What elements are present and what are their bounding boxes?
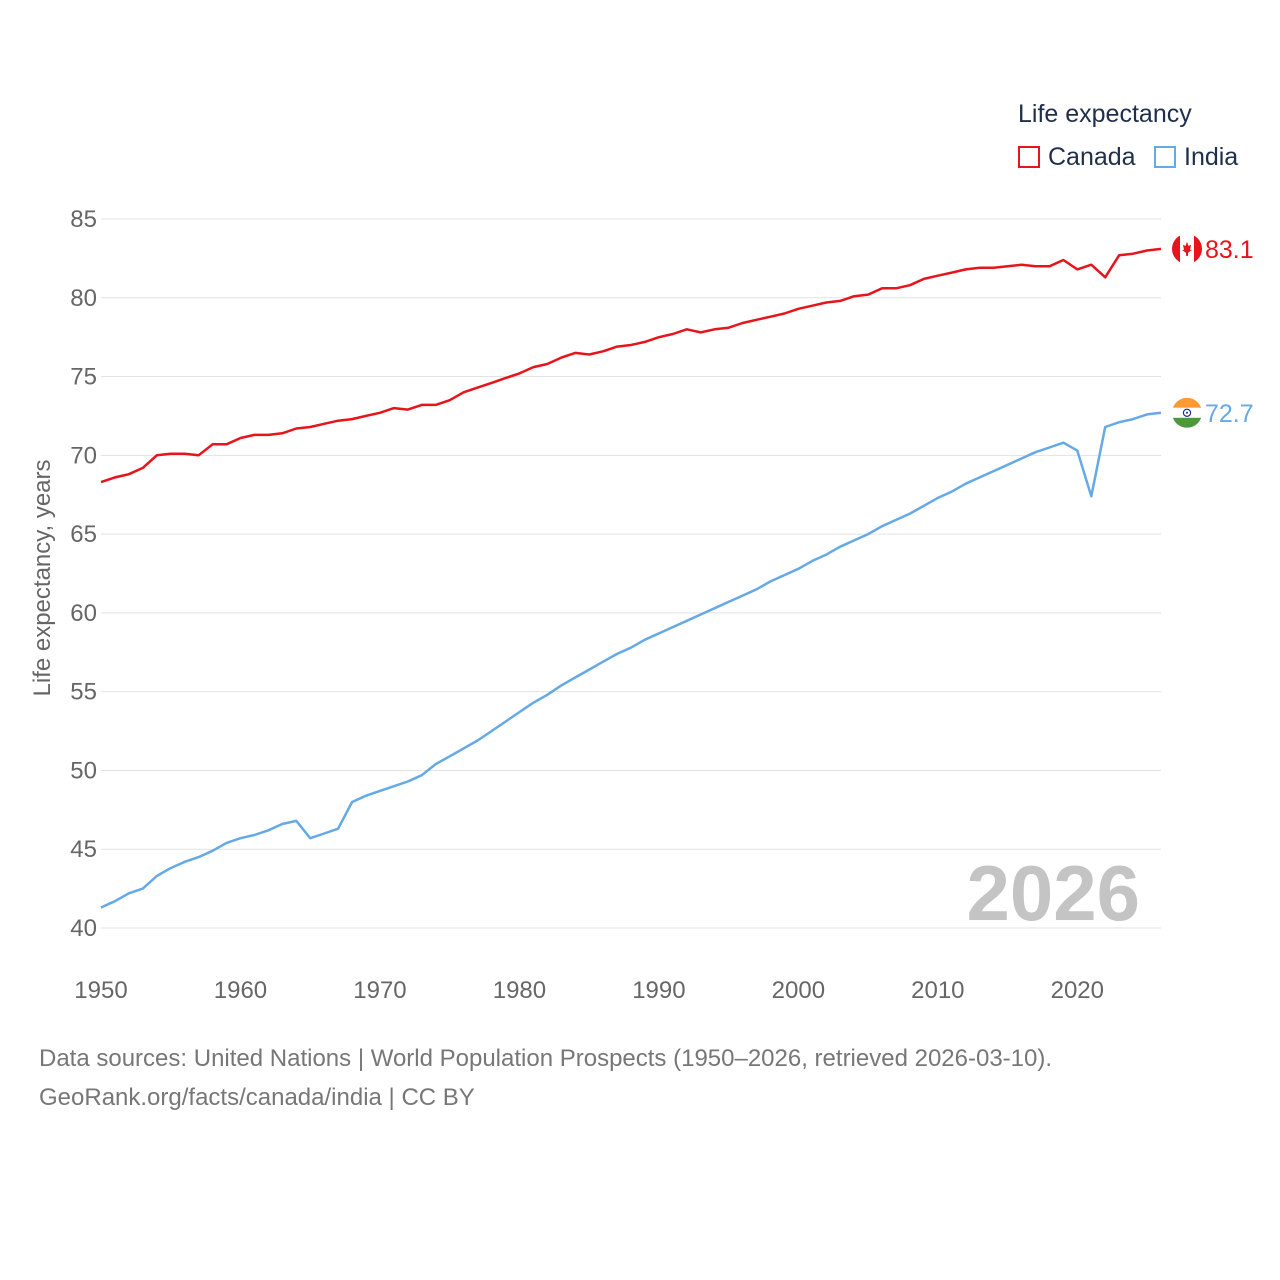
india-flag-icon xyxy=(1172,397,1202,428)
x-tick-label: 2020 xyxy=(1051,977,1104,1004)
y-tick-label: 75 xyxy=(70,364,97,391)
y-tick-label: 70 xyxy=(70,442,97,469)
attribution-note: GeoRank.org/facts/canada/india | CC BY xyxy=(39,1084,475,1111)
data-source-note: Data sources: United Nations | World Pop… xyxy=(39,1045,1053,1072)
legend-label-canada: Canada xyxy=(1048,142,1136,171)
year-watermark: 2026 xyxy=(966,849,1140,937)
gridlines xyxy=(101,218,1161,929)
y-tick-label: 55 xyxy=(70,679,97,706)
legend-title: Life expectancy xyxy=(1018,100,1192,128)
series-lines xyxy=(100,247,1162,909)
x-tick-label: 2000 xyxy=(772,977,825,1004)
legend-swatch-canada xyxy=(1018,146,1040,168)
y-tick-label: 45 xyxy=(70,836,97,863)
x-axis-ticks: 1950 1960 1970 1980 1990 2000 2010 2020 xyxy=(74,977,1104,1004)
x-tick-label: 1980 xyxy=(493,977,546,1004)
legend-item-india[interactable]: India xyxy=(1154,142,1238,172)
canada-end-value: 83.1 xyxy=(1205,236,1254,264)
y-axis-ticks: 40 45 50 55 60 65 70 75 80 85 xyxy=(70,206,97,942)
canada-flag-icon xyxy=(1172,233,1202,264)
x-tick-label: 1960 xyxy=(214,977,267,1004)
y-tick-label: 40 xyxy=(70,915,97,942)
x-tick-label: 1950 xyxy=(74,977,127,1004)
legend-swatch-india xyxy=(1154,146,1176,168)
series-line-canada xyxy=(100,247,1162,484)
y-tick-label: 65 xyxy=(70,521,97,548)
y-tick-label: 60 xyxy=(70,600,97,627)
y-tick-label: 85 xyxy=(70,206,97,233)
series-line-india xyxy=(100,411,1162,909)
y-tick-label: 50 xyxy=(70,757,97,784)
india-end-value: 72.7 xyxy=(1205,400,1254,428)
x-tick-label: 1970 xyxy=(353,977,406,1004)
y-axis-title: Life expectancy, years xyxy=(29,459,56,696)
x-tick-label: 1990 xyxy=(632,977,685,1004)
y-tick-label: 80 xyxy=(70,285,97,312)
x-tick-label: 2010 xyxy=(911,977,964,1004)
legend-item-canada[interactable]: Canada xyxy=(1018,142,1136,172)
legend-label-india: India xyxy=(1184,142,1239,171)
